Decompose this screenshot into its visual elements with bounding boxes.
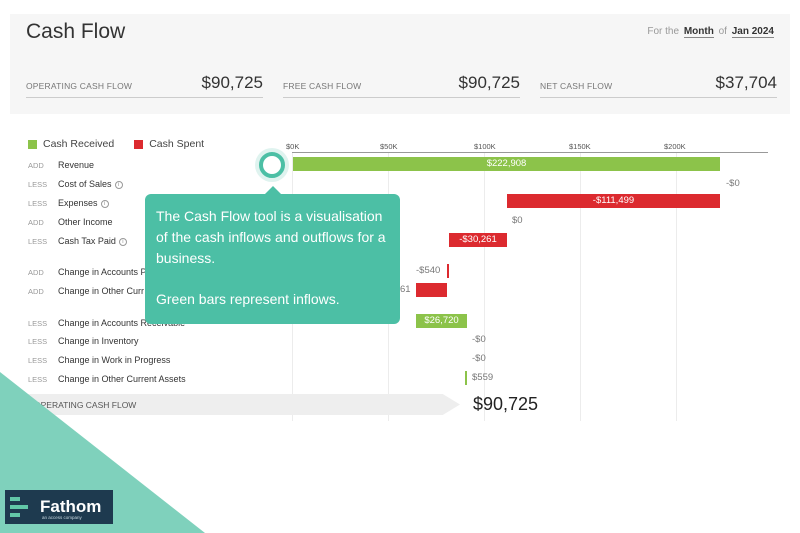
value-change-accounts-payable: -$540 (416, 265, 441, 276)
kpi-value: $37,704 (715, 73, 777, 92)
period-of: of (718, 26, 727, 37)
gridline (484, 153, 485, 421)
value-change-other-current: 61 (400, 284, 411, 295)
bar-expenses[interactable]: -$111,499 (507, 194, 720, 208)
gridline (580, 153, 581, 421)
row-tag: ADD (28, 287, 44, 296)
kpi-value: $90,725 (458, 73, 520, 92)
legend-label: Cash Received (43, 138, 115, 150)
bar-change-accounts-receivable[interactable]: $26,720 (416, 314, 467, 328)
row-label-expenses[interactable]: Expenses i (58, 198, 109, 208)
bar-change-accounts-payable[interactable] (447, 264, 449, 278)
row-tag: LESS (28, 319, 48, 328)
row-tag: ADD (28, 268, 44, 277)
row-label-change-inventory[interactable]: Change in Inventory (58, 336, 139, 346)
row-label-change-accounts-receivable[interactable]: Change in Accounts Receivable (58, 318, 186, 328)
row-label-cash-tax-paid[interactable]: Cash Tax Paid i (58, 236, 127, 246)
fathom-logo: Fathom an access company (5, 490, 113, 524)
axis-tick-0k: $0K (286, 142, 300, 151)
axis-tick-200k: $200K (664, 142, 686, 151)
period-prefix: For the (647, 26, 680, 37)
kpi-label: FREE CASH FLOW (283, 81, 362, 91)
axis-tick-100k: $100K (474, 142, 496, 151)
fathom-mark-icon (10, 496, 34, 518)
row-tag: ADD (28, 161, 44, 170)
kpi-net-cash-flow[interactable]: NET CASH FLOW $37,704 (540, 72, 777, 98)
info-icon[interactable]: i (118, 237, 127, 246)
row-label-change-other-current-assets[interactable]: Change in Other Current Assets (58, 374, 186, 384)
gridline (676, 153, 677, 421)
bar-change-other-current-assets[interactable] (465, 371, 467, 385)
row-label-change-other-current[interactable]: Change in Other Curr (58, 286, 145, 296)
legend-item-cash-received[interactable]: Cash Received (28, 138, 114, 150)
value-change-work-in-progress: -$0 (472, 353, 486, 364)
legend-swatch-green (28, 139, 37, 149)
tooltip-text: Green bars represent inflows. (156, 291, 340, 307)
axis-tick-150k: $150K (569, 142, 591, 151)
value-cost-of-sales: -$0 (726, 178, 740, 189)
page-title: Cash Flow (26, 20, 126, 43)
info-icon[interactable]: i (114, 180, 123, 189)
chart-legend: Cash Received Cash Spent (28, 138, 204, 150)
total-band (28, 394, 460, 415)
period-unit-dropdown[interactable]: Month (683, 26, 714, 38)
row-tag: ADD (28, 218, 44, 227)
value-change-inventory: -$0 (472, 334, 486, 345)
kpi-operating-cash-flow[interactable]: OPERATING CASH FLOW $90,725 (26, 72, 263, 98)
value-other-income: $0 (512, 215, 523, 226)
row-label-change-work-in-progress[interactable]: Change in Work in Progress (58, 355, 171, 365)
tour-hotspot-icon[interactable] (259, 152, 285, 178)
total-label: OPERATING CASH FLOW (34, 400, 137, 410)
period-value-dropdown[interactable]: Jan 2024 (731, 26, 774, 38)
brand-tagline: an access company (42, 515, 82, 520)
legend-item-cash-spent[interactable]: Cash Spent (134, 138, 204, 150)
kpi-label: OPERATING CASH FLOW (26, 81, 133, 91)
legend-swatch-red (134, 139, 144, 149)
value-change-other-current-assets: $559 (472, 372, 494, 383)
header-panel: Cash Flow For the Month of Jan 2024 OPER… (10, 14, 790, 114)
row-tag: LESS (28, 337, 48, 346)
bar-cash-tax-paid[interactable]: -$30,261 (449, 233, 507, 247)
total-value: $90,725 (473, 394, 539, 414)
kpi-label: NET CASH FLOW (540, 81, 613, 91)
row-tag: LESS (28, 375, 48, 384)
row-tag: LESS (28, 199, 48, 208)
row-tag: LESS (28, 356, 48, 365)
row-label-other-income[interactable]: Other Income (58, 217, 113, 227)
axis-tick-50k: $50K (380, 142, 398, 151)
axis-line (292, 152, 768, 153)
legend-label: Cash Spent (149, 138, 205, 150)
row-tag: LESS (28, 237, 48, 246)
tooltip-text: The Cash Flow tool is a visualisation of… (156, 208, 386, 266)
kpi-value: $90,725 (201, 73, 263, 92)
info-icon[interactable]: i (100, 199, 109, 208)
row-tag: LESS (28, 180, 48, 189)
kpi-free-cash-flow[interactable]: FREE CASH FLOW $90,725 (283, 72, 520, 98)
row-label-revenue[interactable]: Revenue (58, 160, 95, 170)
row-label-cost-of-sales[interactable]: Cost of Sales i (58, 179, 123, 189)
bar-change-other-current[interactable] (416, 283, 447, 297)
brand-name: Fathom (40, 497, 102, 516)
period-selector: For the Month of Jan 2024 (647, 26, 776, 38)
row-label-change-accounts-payable[interactable]: Change in Accounts P (58, 267, 147, 277)
tour-tooltip[interactable]: The Cash Flow tool is a visualisation of… (145, 186, 400, 324)
bar-revenue[interactable]: $222,908 (293, 157, 720, 171)
